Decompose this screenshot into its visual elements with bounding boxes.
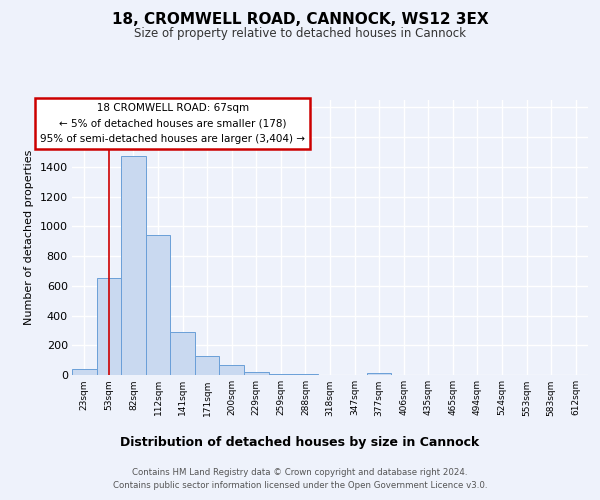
Text: 18, CROMWELL ROAD, CANNOCK, WS12 3EX: 18, CROMWELL ROAD, CANNOCK, WS12 3EX xyxy=(112,12,488,28)
Bar xyxy=(72,369,97,375)
Y-axis label: Number of detached properties: Number of detached properties xyxy=(24,150,34,325)
Bar xyxy=(367,373,391,375)
Text: 18 CROMWELL ROAD: 67sqm   
← 5% of detached houses are smaller (178)
95% of semi: 18 CROMWELL ROAD: 67sqm ← 5% of detached… xyxy=(40,103,305,144)
Bar xyxy=(146,236,170,375)
Bar xyxy=(121,156,146,375)
Bar xyxy=(170,332,195,375)
Text: Size of property relative to detached houses in Cannock: Size of property relative to detached ho… xyxy=(134,28,466,40)
Bar xyxy=(195,356,220,375)
Bar xyxy=(269,374,293,375)
Text: Contains HM Land Registry data © Crown copyright and database right 2024.: Contains HM Land Registry data © Crown c… xyxy=(132,468,468,477)
Text: Distribution of detached houses by size in Cannock: Distribution of detached houses by size … xyxy=(121,436,479,449)
Bar xyxy=(220,366,244,375)
Bar xyxy=(244,372,269,375)
Bar xyxy=(97,278,121,375)
Bar xyxy=(293,374,318,375)
Text: Contains public sector information licensed under the Open Government Licence v3: Contains public sector information licen… xyxy=(113,480,487,490)
